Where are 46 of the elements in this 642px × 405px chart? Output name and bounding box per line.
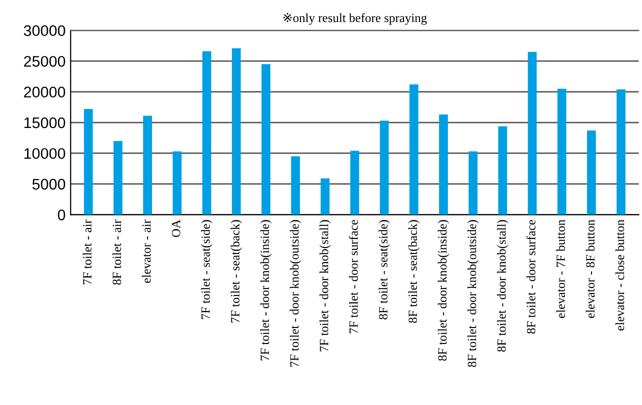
bar bbox=[528, 52, 537, 215]
y-tick-label: 15000 bbox=[24, 117, 66, 128]
x-tick-label: 8F toilet - door surface bbox=[526, 220, 536, 334]
x-tick-label: elevator - air bbox=[142, 220, 151, 283]
bar bbox=[498, 126, 508, 215]
x-tick-label: elevator - close button bbox=[615, 220, 624, 330]
bar bbox=[350, 150, 360, 215]
x-tick-label: 8F toilet - door knob(inside) bbox=[438, 220, 450, 361]
x-tick-label: elevator - 7F button bbox=[556, 220, 565, 318]
y-tick-label: 10000 bbox=[24, 148, 66, 159]
x-tick-label: 8F toilet - air bbox=[112, 220, 122, 285]
bar bbox=[409, 84, 418, 215]
y-tick-label: 5000 bbox=[32, 178, 66, 190]
bar bbox=[172, 151, 182, 215]
y-tick-label: 0 bbox=[58, 210, 66, 220]
bar bbox=[261, 64, 270, 215]
bar bbox=[202, 51, 212, 215]
x-tick-label: 8F toilet - door knob(stall) bbox=[497, 220, 508, 352]
bar bbox=[557, 88, 566, 215]
x-tick-label: 7F toilet - door knob(inside) bbox=[260, 220, 272, 360]
bar bbox=[380, 120, 389, 215]
bar bbox=[114, 140, 122, 215]
x-tick-label: OA bbox=[172, 220, 180, 238]
x-tick-label: 7F toilet - seat(side) bbox=[201, 220, 212, 320]
x-tick-label: 7F toilet - air bbox=[82, 220, 92, 284]
bar bbox=[616, 89, 626, 215]
x-tick-label: 8F toilet - door knob(outside) bbox=[467, 220, 479, 367]
chart-title: ※only result before spraying bbox=[283, 12, 427, 25]
bar bbox=[468, 151, 478, 215]
x-tick-label: 7F toilet - seat(back) bbox=[230, 220, 242, 322]
y-tick-label: 25000 bbox=[24, 56, 66, 67]
bar bbox=[232, 48, 241, 215]
bar bbox=[291, 156, 300, 215]
bar bbox=[84, 109, 93, 215]
y-tick-label: 30000 bbox=[24, 25, 66, 36]
bar bbox=[587, 130, 596, 215]
x-tick-label: 7F toilet - door surface bbox=[348, 220, 358, 334]
bar bbox=[439, 114, 448, 215]
x-tick-label: 8F toilet - seat(back) bbox=[408, 220, 420, 323]
bar bbox=[320, 178, 330, 215]
bar bbox=[143, 116, 152, 215]
x-tick-label: 7F toilet - door knob(outside) bbox=[290, 220, 302, 367]
x-tick-label: 7F toilet - door knob(stall) bbox=[319, 220, 331, 352]
x-tick-label: elevator - 8F button bbox=[586, 220, 595, 318]
y-tick-label: 20000 bbox=[24, 86, 66, 98]
x-tick-label: 8F toilet - seat(side) bbox=[378, 220, 390, 320]
